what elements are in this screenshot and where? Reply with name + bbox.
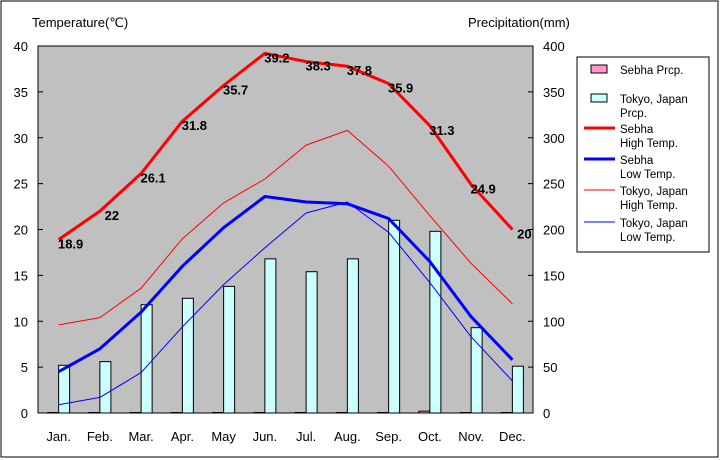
bar-tokyo-prcp-7 (346, 258, 359, 414)
x-tick-7: Aug. (334, 429, 361, 444)
data-label-sebha-high-6: 38.3 (305, 59, 330, 74)
y-left-tick-15: 15 (14, 268, 28, 283)
data-label-sebha-high-9: 31.3 (429, 123, 454, 138)
legend: Sebha Prcp. Tokyo, Japan Prcp. Sebha High Te… (576, 56, 710, 253)
y-right-tick-400: 400 (543, 39, 565, 54)
legend-item-4: Tokyo, Japan High Temp. (584, 186, 688, 212)
data-label-sebha-high-1: 22 (105, 208, 119, 223)
bar-tokyo-prcp-3 (181, 297, 194, 414)
bar-tokyo-prcp-6 (305, 271, 318, 414)
bar-tokyo-prcp-9 (429, 230, 442, 414)
data-label-sebha-high-3: 31.8 (182, 118, 207, 133)
y-left-title: Temperature(℃) (32, 15, 128, 30)
y-right-tick-350: 350 (543, 85, 565, 100)
legend-swatch-1 (590, 93, 608, 103)
y-left-tick-25: 25 (14, 177, 28, 192)
bar-tokyo-prcp-5 (264, 258, 277, 414)
y-right-tick-200: 200 (543, 223, 565, 238)
legend-label-0-0: Sebha Prcp. (620, 65, 683, 77)
data-label-sebha-high-5: 39.2 (264, 50, 289, 65)
bar-tokyo-prcp-1 (99, 361, 112, 414)
legend-box (576, 56, 710, 253)
legend-label-1-1: Prcp. (620, 108, 647, 120)
y-right-tick-0: 0 (543, 406, 550, 421)
data-label-sebha-high-11: 20 (517, 227, 531, 242)
line-sebha-high (57, 51, 514, 241)
y-right-title: Precipitation(mm) (468, 15, 570, 30)
data-label-sebha-high-8: 35.9 (388, 81, 413, 96)
line-tokyo-high (58, 129, 513, 326)
legend-label-3-0: Sebha (620, 155, 654, 167)
bar-tokyo-prcp-2 (140, 304, 153, 414)
x-tick-8: Sep. (375, 429, 402, 444)
data-label-sebha-high-4: 35.7 (223, 82, 248, 97)
data-label-sebha-high-10: 24.9 (470, 182, 495, 197)
y-left-tick-0: 0 (21, 406, 28, 421)
data-label-sebha-high-0: 18.9 (58, 237, 83, 252)
y-right-tick-150: 150 (543, 268, 565, 283)
x-tick-3: Apr. (171, 429, 194, 444)
x-tick-0: Jan. (46, 429, 71, 444)
y-right-tick-50: 50 (543, 360, 557, 375)
x-tick-2: Mar. (128, 429, 153, 444)
legend-item-5: Tokyo, Japan Low Temp. (584, 218, 688, 244)
x-tick-1: Feb. (87, 429, 113, 444)
data-label-sebha-high-7: 37.8 (347, 63, 372, 78)
plot-area: 18.9 22 26.1 31.8 35.7 39.2 38.3 37.8 35.9 31.3 24… (14, 39, 565, 444)
bar-tokyo-prcp-4 (223, 285, 236, 414)
bar-tokyo-prcp-8 (388, 219, 401, 414)
legend-label-4-1: High Temp. (620, 200, 678, 212)
line-tokyo-low (58, 201, 513, 406)
x-tick-4: May (211, 429, 236, 444)
bar-tokyo-prcp-11 (511, 365, 524, 414)
legend-item-2: Sebha High Temp. (584, 124, 678, 150)
x-tick-11: Dec. (499, 429, 526, 444)
x-tick-10: Nov. (458, 429, 484, 444)
y-left-tick-40: 40 (14, 39, 28, 54)
legend-label-4-0: Tokyo, Japan (620, 186, 688, 198)
y-left-tick-20: 20 (14, 223, 28, 238)
legend-label-1-0: Tokyo, Japan (620, 94, 688, 106)
y-right-tick-250: 250 (543, 177, 565, 192)
legend-label-5-0: Tokyo, Japan (620, 218, 688, 230)
y-left-tick-5: 5 (21, 360, 28, 375)
y-right-tick-300: 300 (543, 131, 565, 146)
bar-tokyo-prcp-10 (470, 327, 483, 414)
legend-label-2-0: Sebha (620, 124, 654, 136)
legend-label-3-1: Low Temp. (620, 169, 675, 181)
legend-label-5-1: Low Temp. (620, 232, 675, 244)
y-left-tick-35: 35 (14, 85, 28, 100)
legend-item-1: Tokyo, Japan Prcp. (590, 93, 688, 120)
data-label-sebha-high-2: 26.1 (140, 171, 165, 186)
legend-item-3: Sebha Low Temp. (584, 155, 675, 181)
legend-swatch-0 (590, 64, 608, 74)
x-tick-6: Jul. (296, 429, 316, 444)
y-left-tick-30: 30 (14, 131, 28, 146)
x-tick-5: Jun. (253, 429, 278, 444)
legend-item-0: Sebha Prcp. (590, 64, 683, 77)
plot-background (38, 46, 533, 413)
line-sebha-low (57, 195, 514, 374)
y-right-tick-100: 100 (543, 314, 565, 329)
y-left-tick-10: 10 (14, 314, 28, 329)
legend-label-2-1: High Temp. (620, 138, 678, 150)
x-tick-9: Oct. (418, 429, 442, 444)
